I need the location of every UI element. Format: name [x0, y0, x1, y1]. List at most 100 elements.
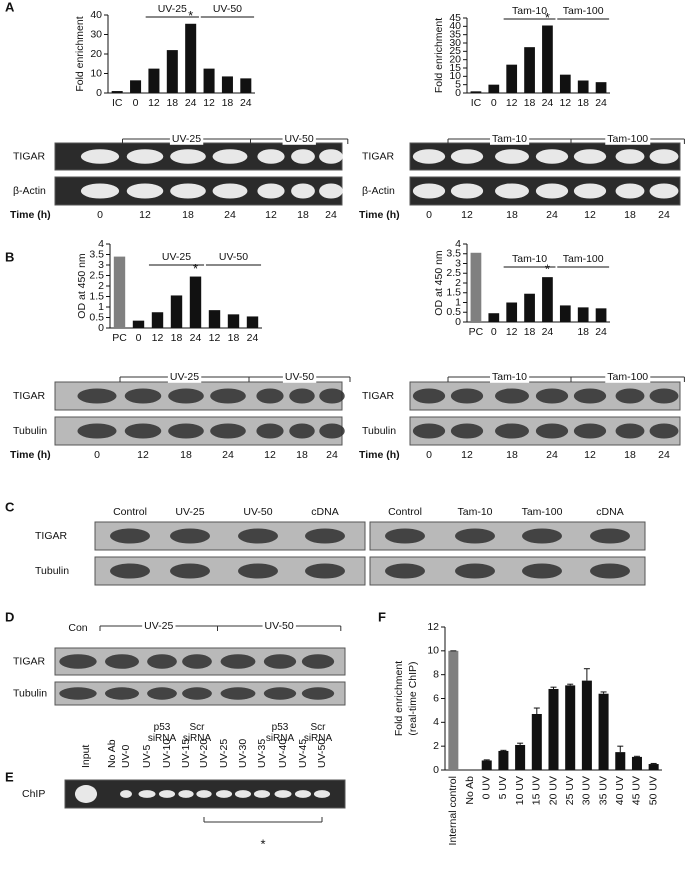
lane-label: cDNA — [596, 506, 623, 518]
gel-band — [291, 149, 315, 164]
gel-band — [450, 388, 484, 404]
lane-label: cDNA — [311, 506, 338, 518]
gel-band — [59, 687, 97, 700]
bar — [189, 276, 202, 328]
bar — [559, 74, 571, 93]
x-tick-label: 24 — [190, 332, 202, 344]
y-axis-title: Fold enrichment — [74, 16, 86, 91]
gel-band — [263, 687, 297, 700]
y-tick-label: 35 — [449, 28, 461, 40]
lane-label: Scr siRNA — [182, 722, 212, 744]
gel-band — [253, 790, 271, 798]
lane-label: Con — [68, 622, 87, 634]
bar — [615, 752, 626, 770]
lane-label: 24 — [325, 209, 337, 221]
group-label: UV-50 — [213, 3, 242, 15]
panel-label: E — [5, 769, 14, 784]
gel-band — [124, 388, 162, 404]
lane-label: UV-15 — [180, 739, 192, 768]
lane-label: 18 — [297, 209, 309, 221]
lane-label: 18 — [624, 449, 636, 461]
x-tick-label: Internal control — [447, 776, 459, 845]
gel-band — [412, 183, 446, 199]
bar — [240, 78, 252, 93]
bar — [542, 277, 553, 322]
bar — [221, 76, 233, 93]
lane-label: UV-5 — [141, 744, 153, 768]
bar — [595, 82, 607, 93]
lane-label: 24 — [222, 449, 234, 461]
gel-band — [615, 183, 645, 199]
y-tick-label: 30 — [449, 37, 461, 49]
y-axis-title: OD at 450 nm — [76, 253, 88, 319]
x-tick-label: 24 — [240, 97, 252, 109]
lane-label: UV-0 — [120, 744, 132, 768]
gel-band — [168, 423, 204, 439]
gel-band — [305, 528, 345, 544]
row-label: TIGAR — [13, 150, 46, 162]
x-tick-label: 24 — [185, 97, 197, 109]
bar — [132, 320, 145, 328]
bar — [577, 307, 589, 322]
bar — [498, 750, 509, 770]
gel-band — [77, 423, 117, 439]
lane-label: 24 — [546, 209, 558, 221]
bar — [577, 80, 589, 93]
lane-label: UV-10 — [161, 739, 173, 768]
gel-band — [590, 563, 630, 579]
gel-band — [412, 149, 446, 164]
y-tick-label: 40 — [449, 20, 461, 32]
row-label: TIGAR — [13, 390, 46, 402]
gel-band — [573, 183, 607, 199]
lane-label: 18 — [182, 209, 194, 221]
bar — [448, 650, 459, 770]
group-label: UV-50 — [265, 620, 294, 632]
x-tick-label: 12 — [506, 97, 518, 109]
x-tick-label: 18 — [524, 326, 536, 338]
gel-band — [124, 423, 162, 439]
gel-band — [319, 149, 343, 164]
x-tick-label: 24 — [595, 326, 607, 338]
gel-band — [126, 149, 164, 164]
x-tick-label: 0 — [133, 97, 139, 109]
row-label: TIGAR — [362, 390, 395, 402]
gel-band — [615, 149, 645, 164]
gel-band — [522, 528, 562, 544]
lane-label: 18 — [624, 209, 636, 221]
panel-label: B — [5, 249, 14, 264]
gel-band — [80, 149, 120, 164]
group-label: UV-50 — [219, 251, 248, 263]
significance-mark: * — [545, 10, 550, 25]
bar — [648, 764, 659, 770]
gel-band — [412, 388, 446, 404]
significance-mark: * — [545, 262, 550, 277]
y-tick-label: 2 — [433, 740, 439, 752]
significance-mark: * — [188, 8, 193, 23]
gel-band — [257, 149, 285, 164]
y-tick-label: 3 — [455, 257, 461, 269]
row-label: β-Actin — [362, 185, 395, 197]
label-backdrop — [605, 132, 651, 145]
x-tick-label: IC — [112, 97, 123, 109]
gel-band — [495, 183, 529, 199]
y-tick-label: 0 — [98, 322, 104, 334]
bar — [565, 685, 576, 770]
group-label: Tam-10 — [512, 5, 547, 17]
lane-label: 24 — [326, 449, 338, 461]
gel-band — [196, 790, 212, 798]
y-tick-label: 0 — [433, 764, 439, 776]
lane-label: 0 — [97, 209, 103, 221]
group-label: Tam-100 — [607, 371, 648, 383]
gel-band — [170, 563, 210, 579]
x-tick-label: 12 — [148, 97, 160, 109]
gel-band — [274, 790, 292, 798]
gel-band — [182, 687, 212, 700]
gel-band — [450, 149, 484, 164]
y-tick-label: 20 — [90, 48, 102, 60]
gel-band — [573, 149, 607, 164]
bar — [524, 293, 535, 322]
lane-label: 12 — [584, 209, 596, 221]
x-tick-label: 12 — [152, 332, 164, 344]
x-tick-label: 12 — [506, 326, 518, 338]
lane-label: 0 — [426, 209, 432, 221]
